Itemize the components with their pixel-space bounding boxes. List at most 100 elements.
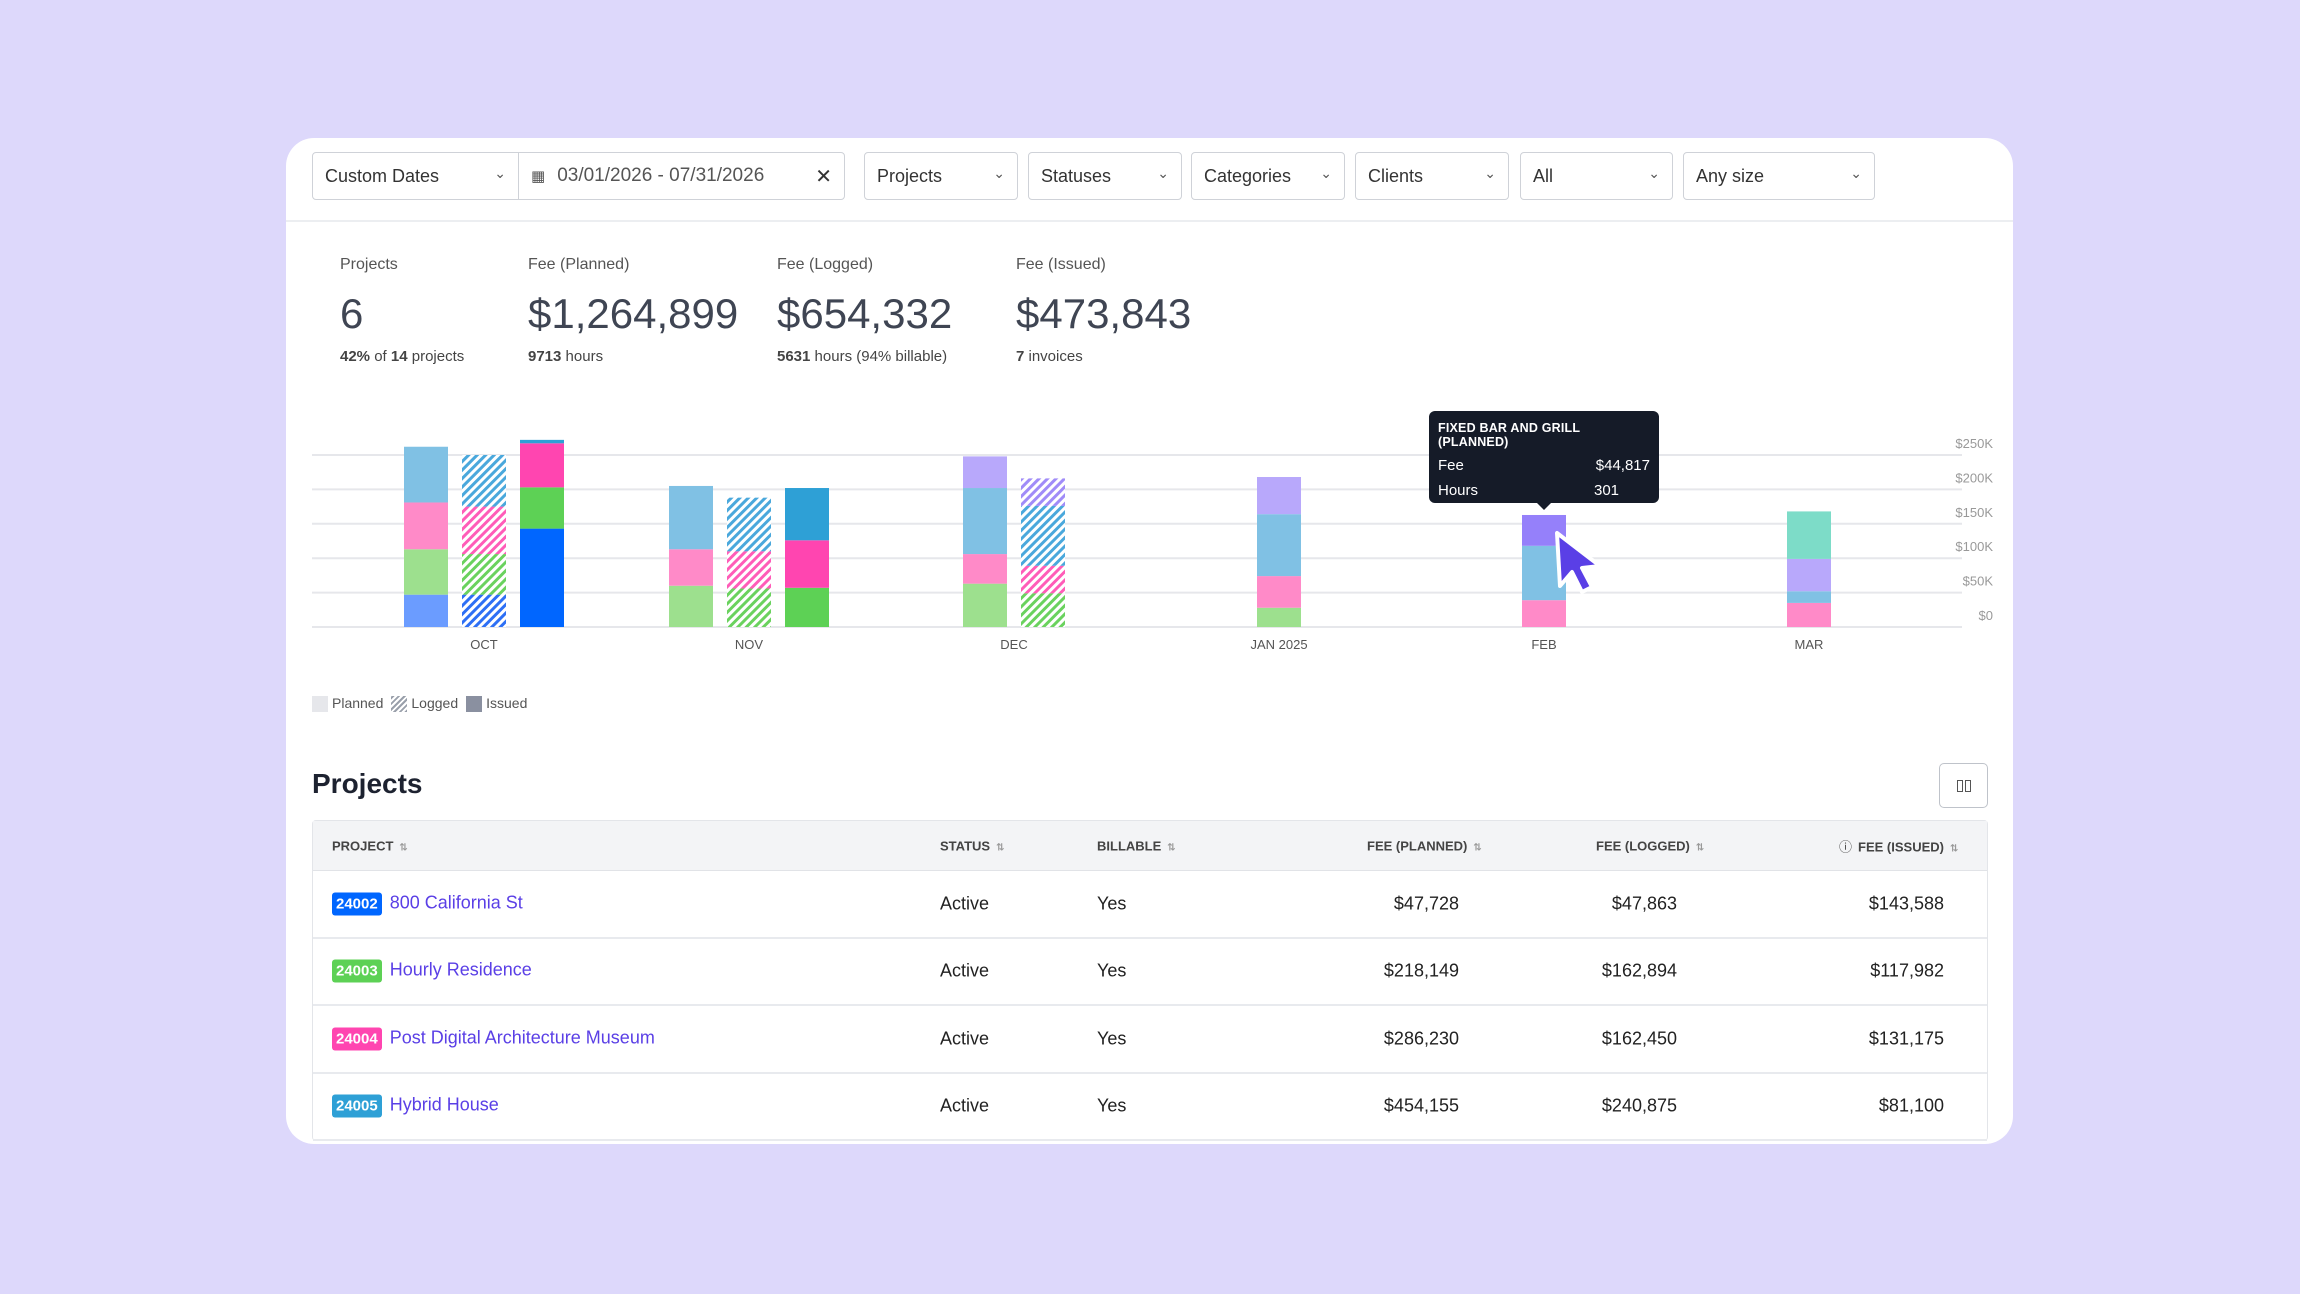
bar-segment-planned[interactable] [404, 502, 448, 550]
table-row[interactable]: 24002 800 California St Active Yes $47,72… [313, 871, 1987, 939]
bar-segment-planned[interactable] [1787, 591, 1831, 603]
size-filter[interactable]: Any size ⌄ [1683, 152, 1875, 200]
chart-tooltip: FIXED BAR AND GRILL (PLANNED) Fee $44,817… [1429, 411, 1659, 510]
bar-segment-issued[interactable] [785, 488, 829, 541]
bar-segment-logged[interactable] [1021, 505, 1065, 566]
fee-issued-cell: $131,175 [1868, 1028, 1944, 1049]
project-link[interactable]: Hourly Residence [389, 959, 532, 980]
bar-segment-issued[interactable] [520, 439, 564, 444]
project-cell[interactable]: 24004 Post Digital Architecture Museum [332, 1027, 655, 1051]
y-tick-label: $50K [1963, 574, 1994, 589]
all-filter[interactable]: All ⌄ [1520, 152, 1673, 200]
fee-planned-cell: $218,149 [1383, 960, 1459, 981]
billable-cell: Yes [1097, 1095, 1127, 1116]
billable-cell: Yes [1097, 893, 1127, 914]
bar-segment-logged[interactable] [727, 551, 771, 589]
statuses-filter[interactable]: Statuses ⌄ [1028, 152, 1182, 200]
sort-icon: ⇅ [1949, 843, 1959, 854]
bar-segment-planned[interactable] [1257, 477, 1301, 515]
col-billable[interactable]: BILLABLE ⇅ [1097, 838, 1176, 853]
clients-filter[interactable]: Clients ⌄ [1355, 152, 1509, 200]
sort-icon: ⇅ [996, 842, 1005, 853]
project-cell[interactable]: 24003 Hourly Residence [332, 959, 532, 983]
bar-segment-logged[interactable] [462, 455, 506, 507]
bar-segment-planned[interactable] [1257, 607, 1301, 627]
bar-segment-planned[interactable] [669, 549, 713, 586]
columns-icon [1956, 779, 1971, 792]
bar-segment-logged[interactable] [727, 497, 771, 552]
col-status[interactable]: STATUS ⇅ [940, 838, 1005, 853]
bar-segment-planned[interactable] [1257, 514, 1301, 577]
project-link[interactable]: Post Digital Architecture Museum [389, 1027, 655, 1048]
status-cell: Active [940, 960, 990, 981]
divider [286, 220, 2013, 222]
bar-segment-issued[interactable] [785, 587, 829, 627]
chevron-down-icon: ⌄ [1157, 165, 1169, 181]
tooltip-title: FIXED BAR AND GRILL (PLANNED) [1438, 421, 1580, 449]
clear-date-icon[interactable]: ✕ [815, 165, 832, 188]
bar-segment-logged[interactable] [462, 594, 506, 627]
bar-segment-issued[interactable] [520, 443, 564, 488]
fee-issued-cell: $81,100 [1878, 1095, 1944, 1116]
bar-segment-planned[interactable] [1787, 511, 1831, 559]
bar-segment-planned[interactable] [963, 583, 1007, 627]
bar-segment-planned[interactable] [963, 456, 1007, 489]
date-range-value: 03/01/2026 - 07/31/2026 [557, 165, 765, 186]
col-fee-logged[interactable]: FEE (LOGGED) ⇅ [1596, 838, 1705, 853]
bar-segment-planned[interactable] [963, 488, 1007, 555]
bar-segment-planned[interactable] [404, 549, 448, 595]
bar-segment-issued[interactable] [785, 540, 829, 588]
y-tick-label: $100K [1955, 539, 1993, 554]
date-range-input[interactable]: ▦ 03/01/2026 - 07/31/2026 ✕ [518, 152, 845, 200]
col-fee-planned[interactable]: FEE (PLANNED) ⇅ [1367, 838, 1482, 853]
categories-filter-label: Categories [1204, 165, 1292, 186]
date-mode-select[interactable]: Custom Dates ⌄ [312, 152, 519, 200]
bar-segment-issued[interactable] [520, 528, 564, 627]
bar-segment-logged[interactable] [1021, 593, 1065, 627]
bar-segment-planned[interactable] [963, 554, 1007, 584]
table-row[interactable]: 24003 Hourly Residence Active Yes $218,14… [313, 939, 1987, 1006]
bar-segment-planned[interactable] [1522, 600, 1566, 627]
bar-segment-planned[interactable] [404, 446, 448, 503]
bar-segment-planned[interactable] [669, 585, 713, 627]
bar-segment-logged[interactable] [462, 554, 506, 595]
fee-logged-cell: $47,863 [1611, 893, 1677, 914]
chevron-down-icon: ⌄ [1320, 165, 1332, 181]
projects-filter[interactable]: Projects ⌄ [864, 152, 1018, 200]
bar-segment-logged[interactable] [1021, 565, 1065, 594]
bar-segment-planned[interactable] [1787, 602, 1831, 627]
column-settings-button[interactable] [1939, 763, 1988, 808]
chevron-down-icon: ⌄ [1484, 165, 1496, 181]
bar-segment-planned[interactable] [1257, 576, 1301, 608]
stat-value: $654,332 [777, 290, 953, 337]
bar-segment-planned[interactable] [404, 594, 448, 627]
bar-segment-issued[interactable] [520, 487, 564, 529]
stat-value: $1,264,899 [528, 290, 739, 337]
stat-sub: 5631 hours (94% billable) [777, 348, 948, 365]
project-cell[interactable]: 24002 800 California St [332, 892, 523, 916]
project-cell[interactable]: 24005 Hybrid House [332, 1094, 499, 1118]
bar-segment-logged[interactable] [462, 506, 506, 555]
categories-filter[interactable]: Categories ⌄ [1191, 152, 1345, 200]
legend-issued: Issued [466, 695, 527, 713]
stat-sub: 9713 hours [528, 348, 604, 365]
table-row[interactable]: 24004 Post Digital Architecture Museum Ac… [313, 1006, 1987, 1074]
project-link[interactable]: 800 California St [389, 892, 523, 913]
project-link[interactable]: Hybrid House [389, 1094, 499, 1115]
legend-logged: Logged [391, 695, 458, 713]
calendar-icon: ▦ [531, 168, 546, 185]
chevron-down-icon: ⌄ [1850, 165, 1862, 181]
fee-planned-cell: $454,155 [1383, 1095, 1459, 1116]
table-row[interactable]: 24005 Hybrid House Active Yes $454,155 $2… [313, 1074, 1987, 1141]
stat-label: Fee (Planned) [528, 256, 630, 273]
col-fee-issued[interactable]: ⓘ FEE (ISSUED) ⇅ [1839, 839, 1959, 854]
projects-heading: Projects [312, 768, 423, 799]
bar-segment-planned[interactable] [1787, 558, 1831, 592]
col-project[interactable]: PROJECT ⇅ [332, 838, 408, 853]
fee-logged-cell: $162,450 [1601, 1028, 1677, 1049]
sort-icon: ⇅ [1695, 842, 1705, 853]
x-tick-label: OCT [470, 637, 498, 652]
bar-segment-logged[interactable] [1021, 478, 1065, 506]
bar-segment-planned[interactable] [669, 485, 713, 550]
bar-segment-logged[interactable] [727, 588, 771, 627]
